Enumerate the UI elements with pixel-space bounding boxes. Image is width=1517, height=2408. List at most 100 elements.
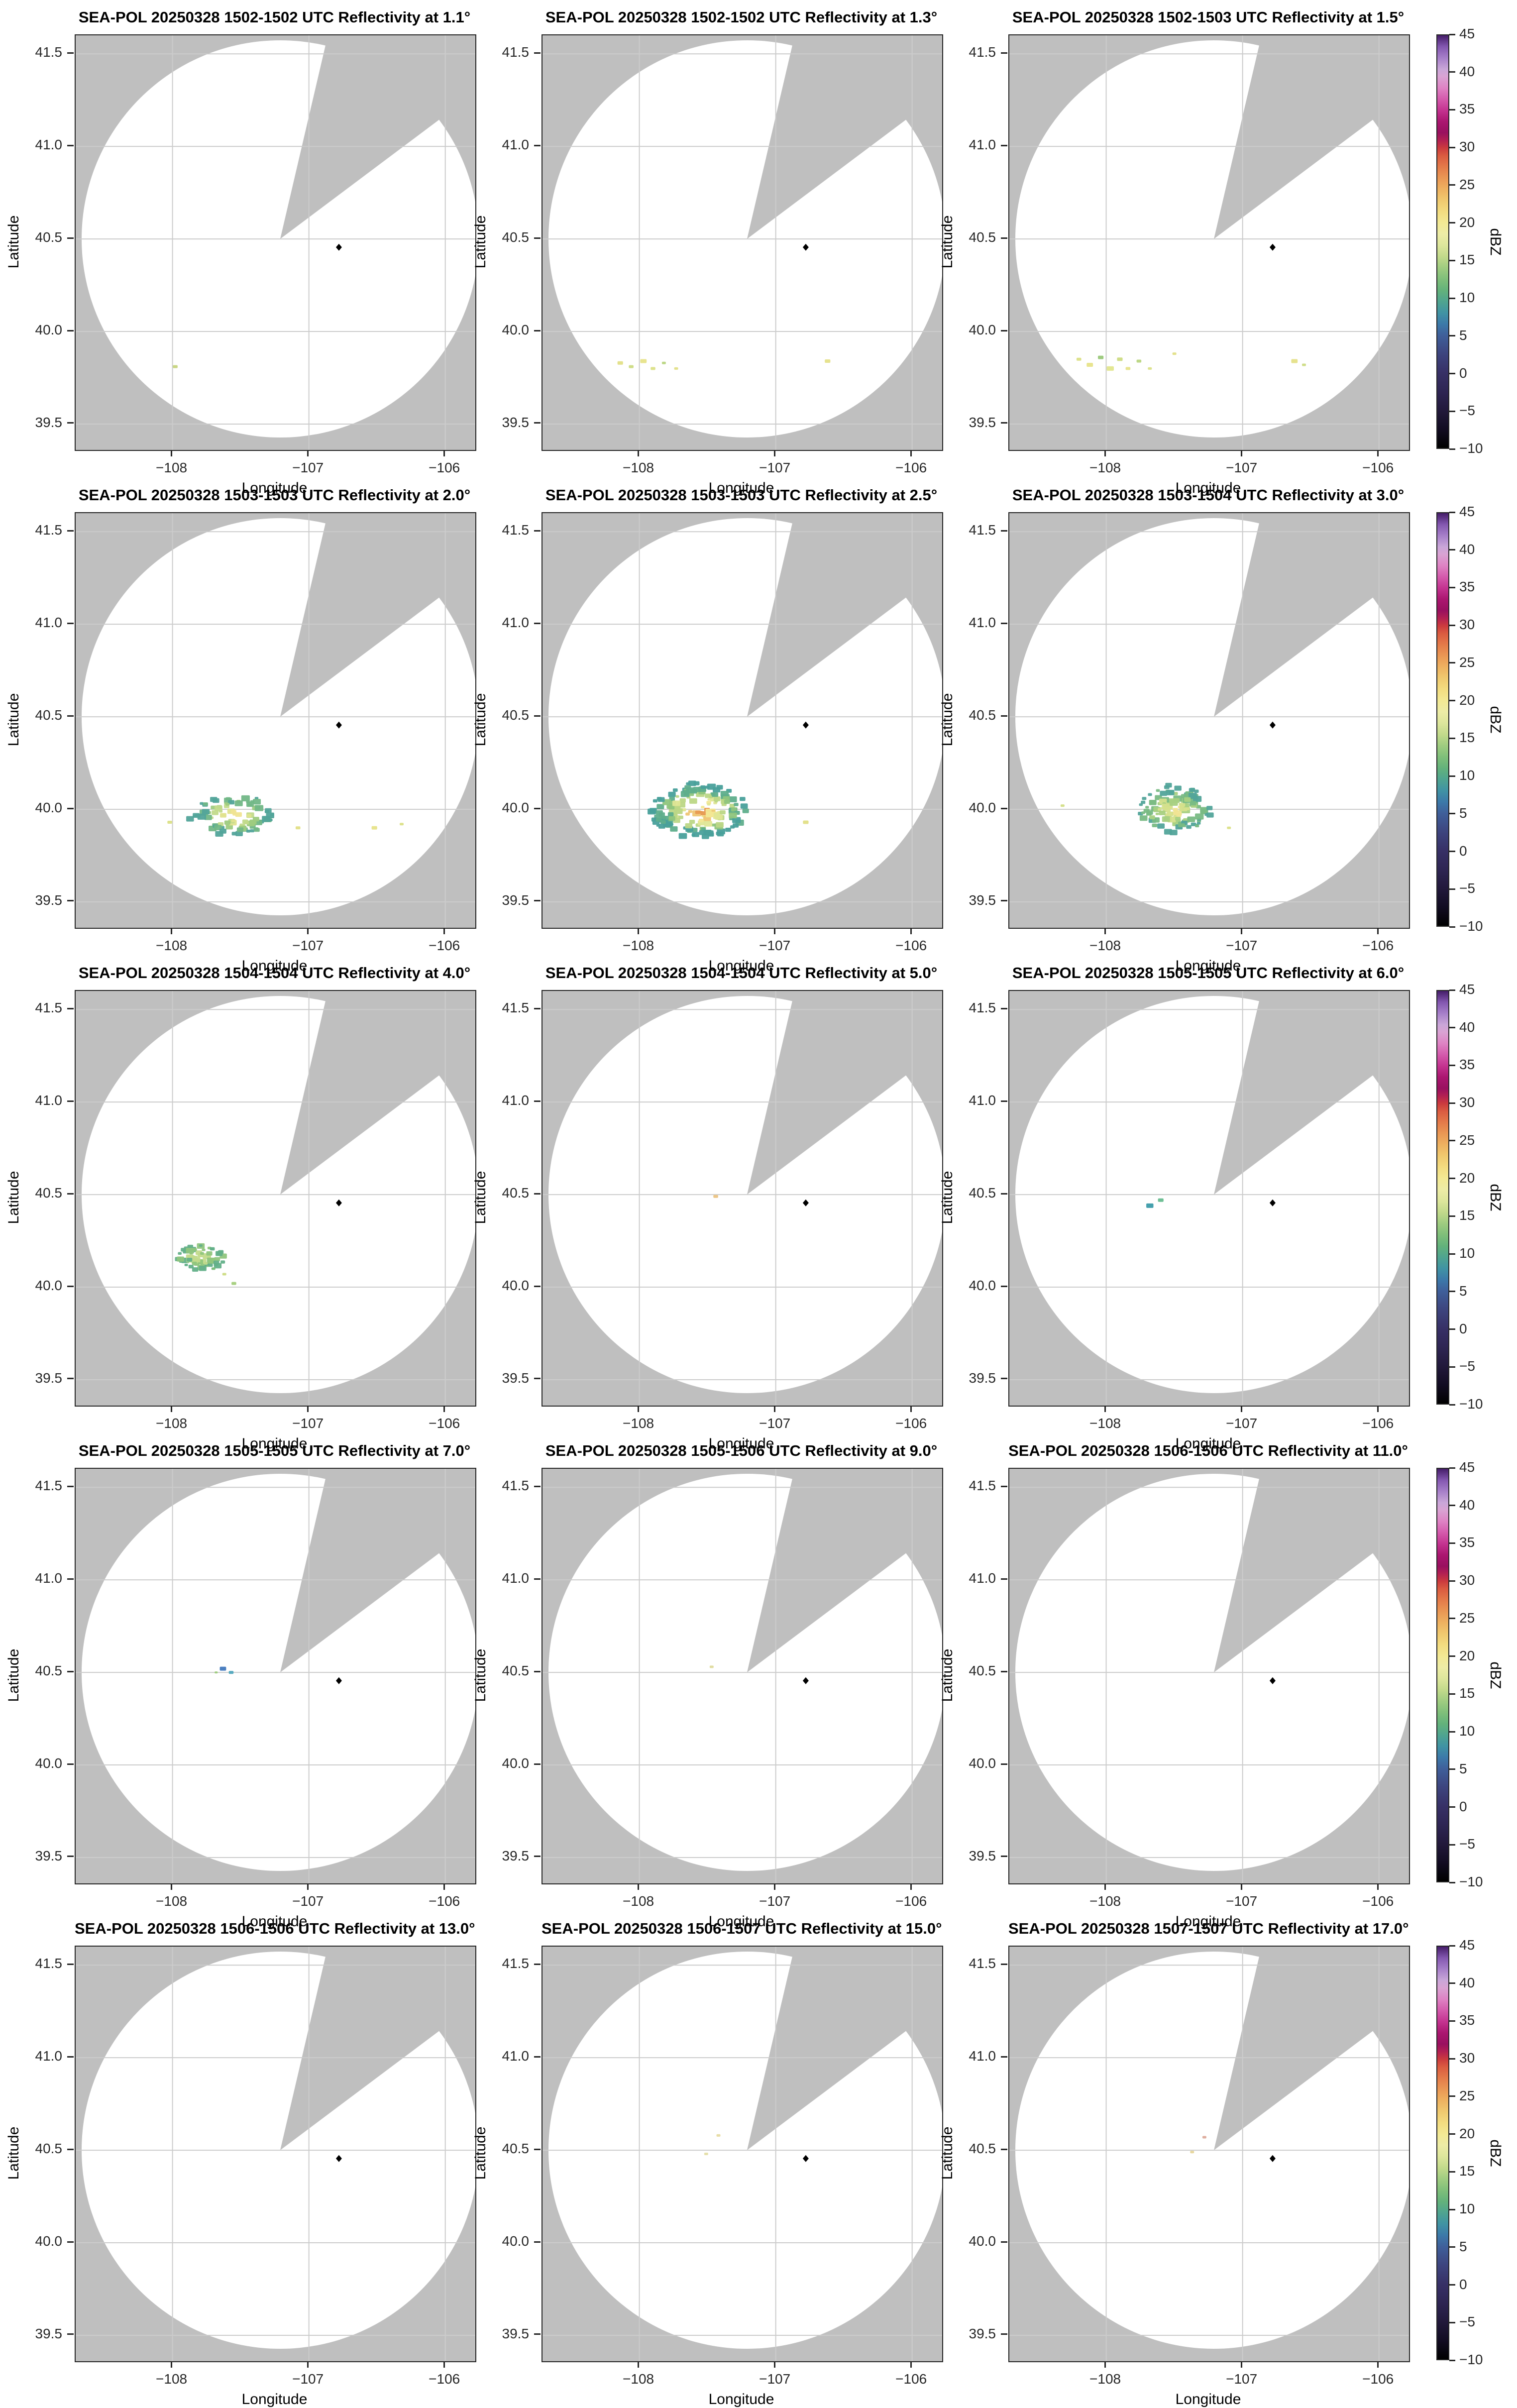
y-tick (534, 1100, 541, 1102)
reflectivity-echo-pixel (1206, 806, 1213, 810)
reflectivity-echo-pixel (253, 827, 259, 831)
reflectivity-echo-pixel (724, 799, 730, 804)
colorbar-tick (1449, 1366, 1455, 1368)
reflectivity-echo-pixel (716, 831, 721, 836)
colorbar-tick-label: −5 (1459, 2314, 1475, 2330)
y-axis-label: Latitude (472, 2126, 489, 2180)
x-tick (307, 2361, 309, 2368)
reflectivity-echo-pixel (371, 826, 377, 830)
x-tick (1377, 450, 1379, 456)
reflectivity-echo-pixel (202, 1248, 206, 1251)
x-tick (443, 2361, 445, 2368)
reflectivity-echo-pixel (656, 804, 664, 809)
reflectivity-echo-pixel (1145, 806, 1149, 809)
radar-site-marker (802, 1199, 809, 1206)
colorbar-tick (1449, 2359, 1455, 2361)
colorbar-tick-label: 5 (1459, 2238, 1467, 2254)
panel-title: SEA-POL 20250328 1502-1502 UTC Reflectiv… (545, 8, 938, 26)
reflectivity-echo-pixel (1060, 804, 1065, 807)
radar-site-marker (1269, 243, 1276, 251)
x-tick (638, 450, 640, 456)
y-tick-label: 41.5 (502, 1478, 530, 1494)
radar-sweep-canvas (1009, 991, 1409, 1406)
y-tick-label: 40.5 (35, 2141, 63, 2157)
blocked-sector-wedge (1214, 45, 1373, 239)
x-tick-label: −106 (1362, 1416, 1394, 1431)
y-tick-label: 41.0 (35, 2048, 63, 2064)
colorbar-tick-label: 0 (1459, 2276, 1467, 2292)
y-tick-label: 40.5 (969, 1185, 996, 1201)
x-tick-label: −108 (156, 2371, 188, 2387)
reflectivity-echo-pixel (199, 1265, 207, 1271)
colorbar-tick-label: −5 (1459, 880, 1475, 896)
reflectivity-echo-pixel (681, 808, 686, 812)
x-tick (307, 450, 309, 456)
reflectivity-echo-pixel (649, 808, 657, 813)
reflectivity-echo-pixel (1148, 793, 1152, 796)
reflectivity-echo-pixel (657, 797, 665, 802)
y-tick (67, 144, 74, 146)
colorbar-tick-label: 10 (1459, 767, 1475, 783)
y-tick-label: 41.5 (35, 1000, 63, 1016)
reflectivity-echo-pixel (231, 1282, 236, 1285)
x-tick (171, 2361, 173, 2368)
colorbar-tick (1449, 511, 1455, 513)
radar-site-marker (335, 1677, 342, 1684)
y-tick (1001, 1100, 1007, 1102)
colorbar-tick (1449, 146, 1455, 148)
reflectivity-echo-pixel (1160, 790, 1168, 796)
x-tick-label: −107 (1226, 2371, 1258, 2387)
y-tick (534, 52, 541, 54)
x-tick-label: −108 (156, 1893, 188, 1909)
reflectivity-echo-pixel (1098, 355, 1104, 359)
x-tick (443, 1883, 445, 1890)
reflectivity-echo-pixel (210, 1247, 215, 1251)
reflectivity-echo-pixel (1167, 811, 1174, 816)
colorbar-tick-label: 10 (1459, 290, 1475, 306)
reflectivity-echo-pixel (228, 800, 235, 805)
reflectivity-echo-pixel (1175, 817, 1181, 821)
y-tick-label: 41.5 (502, 522, 530, 538)
y-tick-label: 39.5 (969, 892, 996, 908)
panel-title: SEA-POL 20250328 1502-1502 UTC Reflectiv… (78, 8, 471, 26)
y-tick (67, 1963, 74, 1965)
reflectivity-echo-pixel (203, 802, 208, 806)
reflectivity-echo-pixel (668, 805, 675, 810)
x-tick-label: −106 (429, 460, 460, 475)
reflectivity-echo-pixel (214, 1263, 218, 1267)
reflectivity-echo-pixel (184, 1263, 188, 1266)
colorbar-tick-label: 25 (1459, 1610, 1475, 1626)
y-tick-label: 39.5 (35, 892, 63, 908)
reflectivity-echo-pixel (700, 785, 706, 789)
colorbar (1436, 990, 1449, 1405)
x-tick (638, 928, 640, 934)
y-tick (534, 622, 541, 624)
reflectivity-echo-pixel (214, 1257, 220, 1261)
panel-title: SEA-POL 20250328 1503-1503 UTC Reflectiv… (78, 486, 471, 504)
reflectivity-echo-pixel (1189, 788, 1195, 792)
reflectivity-echo-pixel (716, 785, 723, 790)
radar-site-marker (802, 721, 809, 729)
y-tick-label: 40.5 (969, 707, 996, 723)
y-tick (534, 2148, 541, 2150)
x-tick-label: −107 (1226, 1893, 1258, 1909)
colorbar-tick (1449, 222, 1455, 224)
colorbar-tick-label: −10 (1459, 1396, 1483, 1412)
colorbar-tick (1449, 1806, 1455, 1808)
radar-ppi-plot (1008, 1468, 1410, 1884)
reflectivity-echo-pixel (219, 829, 226, 834)
reflectivity-echo-pixel (206, 1251, 213, 1256)
reflectivity-echo-pixel (670, 826, 678, 832)
blocked-sector-wedge (1214, 1479, 1373, 1672)
y-axis-label: Latitude (5, 2126, 22, 2180)
reflectivity-echo-pixel (731, 807, 737, 812)
y-tick-label: 39.5 (969, 1848, 996, 1863)
reflectivity-echo-pixel (1157, 823, 1165, 829)
reflectivity-echo-pixel (678, 815, 683, 819)
reflectivity-echo-pixel (700, 811, 707, 816)
reflectivity-echo-pixel (707, 798, 711, 801)
y-tick-label: 40.5 (502, 2141, 530, 2157)
colorbar-tick (1449, 184, 1455, 186)
x-axis-label: Longitude (241, 1913, 308, 1930)
colorbar-tick-label: 10 (1459, 2201, 1475, 2217)
